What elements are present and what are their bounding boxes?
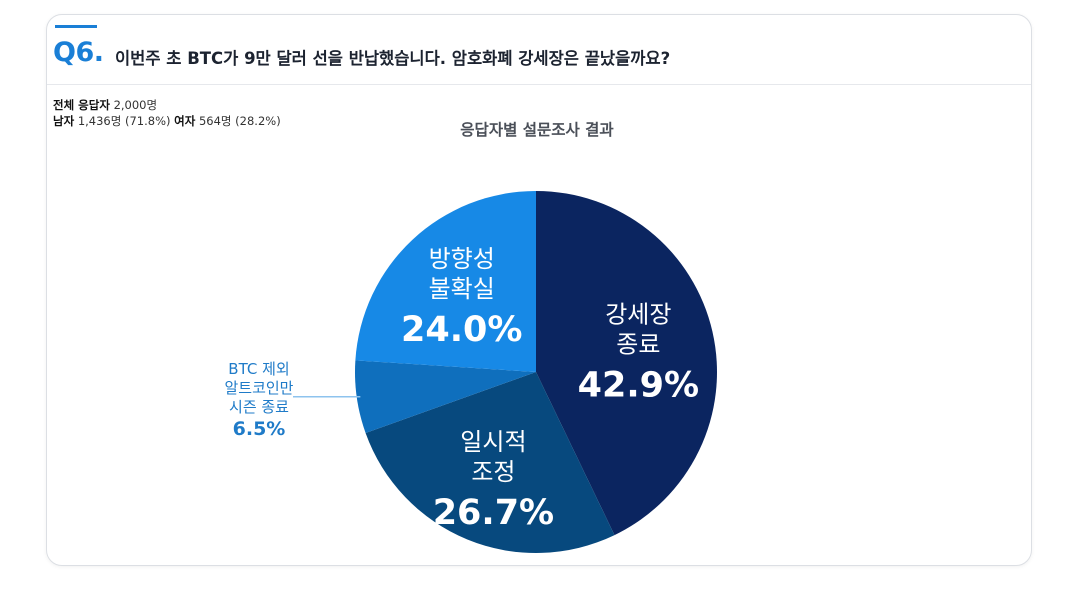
respondent-total: 전체 응답자 2,000명 [53, 97, 281, 113]
slice-alt-season-end [355, 360, 536, 433]
question-text: 이번주 초 BTC가 9만 달러 선을 반납했습니다. 암호화폐 강세장은 끝났… [115, 49, 671, 68]
slice-label-bull-market-end-line-1: 강세장 [605, 301, 671, 329]
slice-label-alt-season-end-line-1: BTC 제외 [228, 360, 290, 378]
slice-temporary-correction [365, 372, 615, 553]
respondent-total-value: 2,000명 [113, 98, 158, 112]
question-number: Q6. [53, 37, 104, 68]
slice-value-temporary-correction: 26.7% [433, 493, 554, 533]
respondent-male-value: 1,436명 (71.8%) [77, 114, 171, 128]
slice-value-bull-market-end: 42.9% [578, 366, 699, 406]
slice-label-bull-market-end-line-2: 종료 [616, 331, 660, 359]
slice-label-direction-uncertain-line-1: 방향성 [429, 245, 495, 273]
respondent-male-label: 남자 [53, 114, 75, 128]
slice-direction-uncertain [355, 191, 536, 372]
slice-label-direction-uncertain-line-2: 불확실 [429, 275, 495, 303]
respondent-female-value: 564명 (28.2%) [198, 114, 281, 128]
slice-label-alt-season-end-line-3: 시즌 종료 [229, 398, 289, 416]
slice-label-alt-season-end-line-2: 알트코인만 [224, 379, 294, 397]
slice-value-direction-uncertain: 24.0% [401, 310, 522, 350]
respondent-female-label: 여자 [174, 114, 196, 128]
slice-value-alt-season-end: 6.5% [232, 418, 286, 440]
question-accent-bar [55, 25, 97, 28]
survey-card: Q6. 이번주 초 BTC가 9만 달러 선을 반납했습니다. 암호화폐 강세장… [46, 14, 1032, 566]
slice-label-temporary-correction-line-2: 조정 [471, 458, 515, 486]
slice-bull-market-end [536, 191, 718, 536]
header-divider [47, 84, 1031, 85]
chart-title: 응답자별 설문조사 결과 [460, 121, 614, 139]
slice-label-temporary-correction-line-1: 일시적 [460, 428, 526, 456]
slice-label-alt-season-end: BTC 제외 알트코인만 시즌 종료 [197, 360, 321, 417]
respondent-total-label: 전체 응답자 [53, 98, 110, 112]
respondent-gender: 남자 1,436명 (71.8%) 여자 564명 (28.2%) [53, 113, 281, 129]
respondent-stats: 전체 응답자 2,000명 남자 1,436명 (71.8%) 여자 564명 … [53, 97, 281, 129]
